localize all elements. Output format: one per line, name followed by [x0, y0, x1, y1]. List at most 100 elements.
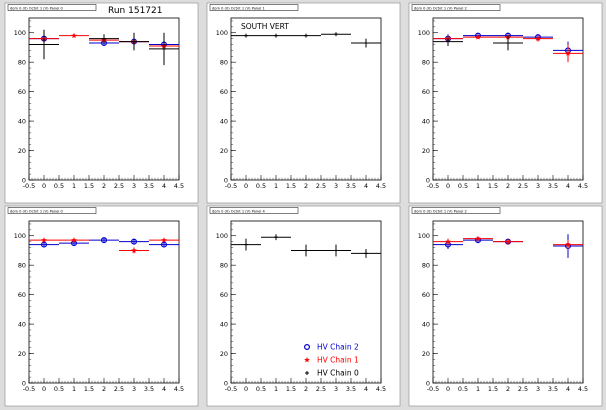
- x-tick-label: -0.5: [23, 182, 35, 190]
- x-tick-label: 0.5: [54, 182, 64, 190]
- x-tick-label: 4: [364, 385, 368, 393]
- series: [433, 235, 583, 249]
- x-tick-label: 0: [446, 385, 450, 393]
- legend-entry: HV Chain 1: [304, 356, 359, 365]
- plot-pad: dom 0 (0) Octnt 1 (V) Panel 0-0.5 0 0.5 1 1.…: [4, 2, 199, 204]
- y-tick-label: 40: [422, 320, 430, 328]
- x-tick-label: 1.5: [488, 182, 498, 190]
- data-point: [244, 242, 248, 247]
- x-tick-label: 4: [566, 182, 570, 190]
- data-point: [162, 46, 166, 51]
- legend-label: HV Chain 0: [317, 369, 359, 378]
- y-tick-label: 100: [418, 232, 430, 240]
- x-tick-label: 2: [506, 385, 510, 393]
- data-point: [41, 237, 47, 243]
- plot-pad: dom 0 (0) Octnt 1 (V) Panel 0-0.5 0 0.5 1 1.…: [4, 205, 199, 407]
- x-tick-label: 4.5: [578, 182, 588, 190]
- data-point: [506, 41, 510, 46]
- x-tick-label: 1: [72, 182, 76, 190]
- data-point: [505, 238, 511, 245]
- y-tick-label: 20: [220, 350, 228, 358]
- x-tick-label: 1: [274, 182, 278, 190]
- x-tick-label: 3.5: [548, 182, 558, 190]
- pad-title-box: dom 0 (0) Octnt 1 (V) Panel 0: [7, 207, 97, 214]
- y-tick-label: 60: [220, 88, 228, 96]
- data-point: [445, 238, 451, 245]
- x-tick-label: 1: [274, 385, 278, 393]
- plot-pad: dom 0 (0) Octnt 1 (V) Panel 2-0.5 0 0.5 1 1.…: [408, 2, 603, 204]
- series: [29, 29, 179, 66]
- plot-pad: dom 0 (0) Octnt 1 (V) Panel 2-0.5 0 0.5 1 1.…: [408, 205, 603, 407]
- legend-label: HV Chain 2: [317, 343, 359, 352]
- x-tick-label: 0: [42, 182, 46, 190]
- x-tick-label: 1.5: [286, 385, 296, 393]
- y-tick-label: 0: [22, 176, 26, 184]
- x-tick-label: 2.5: [518, 385, 528, 393]
- y-tick-label: 20: [220, 147, 228, 155]
- x-tick-label: 1: [476, 385, 480, 393]
- pad-title: dom 0 (0) Octnt 1 (V) Panel 0: [10, 6, 63, 10]
- x-tick-label: 3.5: [144, 182, 154, 190]
- x-tick-label: 0.5: [256, 385, 266, 393]
- x-tick-label: 3.5: [548, 385, 558, 393]
- data-point: [161, 237, 167, 243]
- data-point: [535, 35, 541, 42]
- y-tick-label: 80: [220, 58, 228, 66]
- y-tick-label: 80: [18, 261, 26, 269]
- series: [231, 32, 381, 48]
- pad-title-box: dom 0 (0) Octnt 1 (V) Panel 1: [209, 4, 299, 11]
- x-tick-label: 4.5: [376, 182, 386, 190]
- y-tick-label: 60: [422, 291, 430, 299]
- pad-title-box: dom 0 (0) Octnt 1 (V) Panel 0: [7, 4, 97, 11]
- plot-pad: dom 0 (0) Octnt 1 (V) Panel 4 -0.5 0 0.5 1 1.…: [206, 205, 401, 407]
- pad-frame: [206, 205, 401, 407]
- x-tick-label: 0: [42, 385, 46, 393]
- x-tick-label: 3: [132, 385, 136, 393]
- x-tick-label: -0.5: [427, 182, 439, 190]
- data-point: [42, 42, 46, 47]
- x-tick-label: -0.5: [225, 385, 237, 393]
- x-tick-label: 1.5: [84, 182, 94, 190]
- x-tick-label: 2.5: [114, 182, 124, 190]
- y-tick-label: 0: [224, 379, 228, 387]
- x-tick-label: 4: [364, 182, 368, 190]
- data-point: [446, 39, 450, 44]
- x-tick-label: 2: [506, 182, 510, 190]
- x-tick-label: 4.5: [578, 385, 588, 393]
- data-point: [304, 248, 308, 253]
- y-tick-label: 40: [18, 117, 26, 125]
- x-tick-label: 3.5: [346, 385, 356, 393]
- x-tick-label: 0.5: [54, 385, 64, 393]
- pad-title-box: dom 0 (0) Octnt 1 (V) Panel 2: [411, 4, 501, 11]
- pad-title: dom 0 (0) Octnt 1 (V) Panel 2: [414, 209, 467, 213]
- legend-entry: HV Chain 2: [304, 343, 359, 352]
- x-tick-label: -0.5: [23, 385, 35, 393]
- x-tick-label: 0.5: [458, 385, 468, 393]
- x-tick-label: 1.5: [84, 385, 94, 393]
- data-point: [364, 41, 368, 46]
- pad-title: dom 0 (0) Octnt 1 (V) Panel 2: [414, 6, 467, 10]
- cross-icon: [305, 371, 309, 375]
- x-tick-label: 2.5: [518, 182, 528, 190]
- y-tick-label: 100: [418, 29, 430, 37]
- pad-frame: [408, 205, 603, 407]
- x-tick-label: 2.5: [316, 385, 326, 393]
- x-tick-label: -0.5: [225, 182, 237, 190]
- y-tick-label: 80: [220, 261, 228, 269]
- y-tick-label: 20: [18, 350, 26, 358]
- data-point: [565, 241, 571, 247]
- pad-title: dom 0 (0) Octnt 1 (V) Panel 4: [212, 209, 265, 213]
- y-tick-label: 20: [422, 350, 430, 358]
- data-point: [334, 248, 338, 253]
- run-label: Run 151721: [108, 6, 162, 16]
- x-tick-label: 4: [162, 182, 166, 190]
- legend-entry: HV Chain 0: [305, 369, 359, 378]
- legend-label: HV Chain 1: [317, 356, 359, 365]
- data-point: [71, 32, 77, 39]
- x-tick-label: 2: [102, 385, 106, 393]
- x-tick-label: 3.5: [144, 385, 154, 393]
- x-tick-label: -0.5: [427, 385, 439, 393]
- pad-frame: [206, 2, 401, 204]
- y-tick-label: 80: [422, 58, 430, 66]
- circle-icon: [304, 344, 311, 351]
